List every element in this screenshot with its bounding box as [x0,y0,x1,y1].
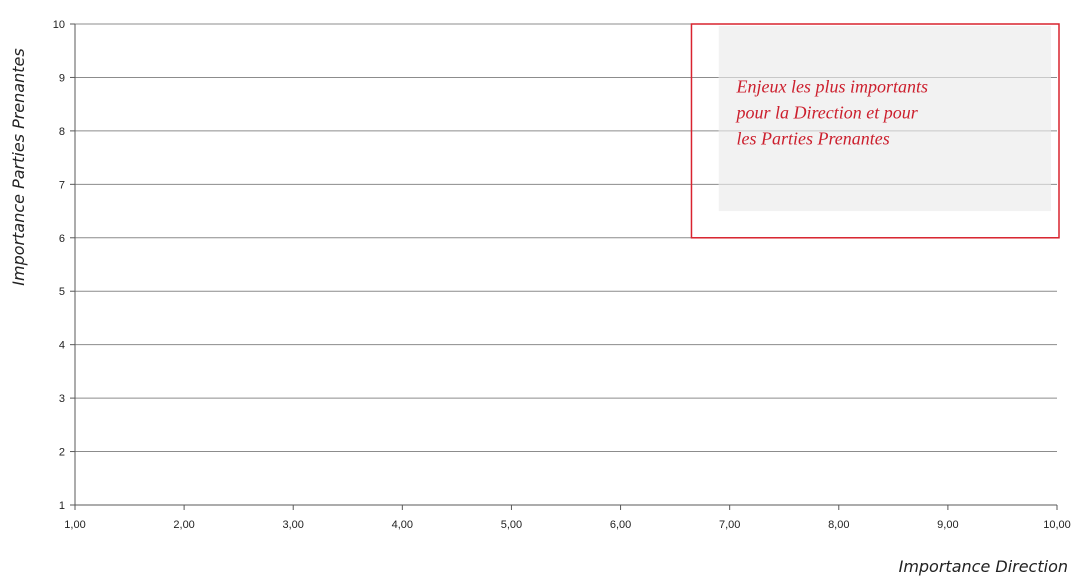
annotation-region: Enjeux les plus importants pour la Direct… [690,23,1060,239]
x-tick-label: 5,00 [501,519,522,531]
x-tick-label: 6,00 [610,519,631,531]
y-tick-label: 4 [59,340,65,352]
x-tick-label: 1,00 [64,519,85,531]
x-tick-label: 9,00 [937,519,958,531]
y-tick-label: 6 [59,233,65,245]
annotation-shaded-area [718,26,1051,212]
y-tick-label: 3 [59,393,65,405]
y-tick-label: 8 [59,126,65,138]
tick-labels: 1 2 3 4 5 6 7 8 9 10 1,00 2,00 3,00 4,00 5,00 6,00 7,00 8… [53,19,1071,531]
y-tick-label: 10 [53,19,65,31]
annotation-text-line: Enjeux les plus importants [735,76,928,96]
x-tick-label: 10,00 [1043,519,1071,531]
x-tick-label: 8,00 [828,519,849,531]
x-tick-label: 7,00 [719,519,740,531]
x-tick-label: 4,00 [392,519,413,531]
y-tick-label: 5 [59,286,65,298]
gridlines [75,23,1057,453]
y-tick-label: 2 [59,447,65,459]
x-tick-label: 2,00 [173,519,194,531]
y-tick-label: 9 [59,72,65,84]
annotation-text-line: les Parties Prenantes [736,128,889,148]
axes [74,24,1057,506]
x-tick-label: 3,00 [283,519,304,531]
y-axis-title: Importance Parties Prenantes [9,48,28,285]
annotation-text-line: pour la Direction et pour [734,102,918,122]
y-tick-label: 1 [59,500,65,512]
y-tick-label: 7 [59,179,65,191]
x-axis-title: Importance Direction [899,557,1068,576]
annotation-border [690,23,1060,239]
